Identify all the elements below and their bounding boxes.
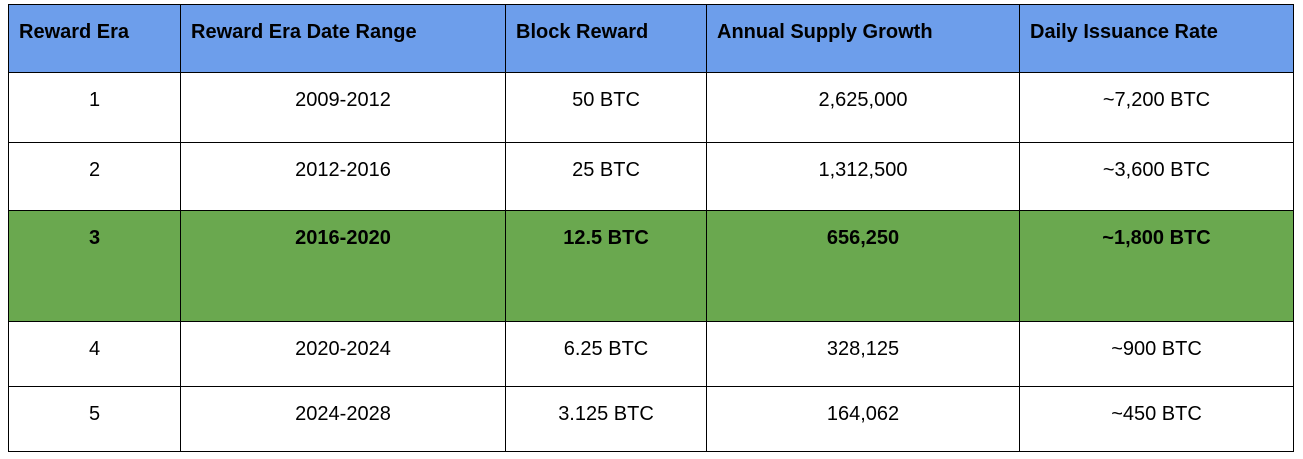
table-header: Reward Era Reward Era Date Range Block R…: [8, 4, 1294, 73]
cell-reward-era: 1: [8, 72, 181, 143]
table-row: 1 2009-2012 50 BTC 2,625,000 ~7,200 BTC: [8, 72, 1294, 143]
cell-annual-supply-growth: 656,250: [706, 210, 1020, 322]
cell-date-range: 2009-2012: [180, 72, 506, 143]
header-reward-era: Reward Era: [8, 4, 181, 73]
cell-block-reward: 12.5 BTC: [505, 210, 707, 322]
table-row-highlighted: 3 2016-2020 12.5 BTC 656,250 ~1,800 BTC: [8, 210, 1294, 322]
bitcoin-reward-era-table: Reward Era Reward Era Date Range Block R…: [8, 4, 1294, 452]
cell-block-reward: 6.25 BTC: [505, 321, 707, 387]
cell-date-range: 2016-2020: [180, 210, 506, 322]
header-date-range: Reward Era Date Range: [180, 4, 506, 73]
header-annual-supply-growth: Annual Supply Growth: [706, 4, 1020, 73]
cell-daily-issuance-rate: ~7,200 BTC: [1019, 72, 1294, 143]
cell-date-range: 2012-2016: [180, 142, 506, 211]
cell-daily-issuance-rate: ~900 BTC: [1019, 321, 1294, 387]
cell-reward-era: 3: [8, 210, 181, 322]
cell-annual-supply-growth: 164,062: [706, 386, 1020, 452]
table-row: 5 2024-2028 3.125 BTC 164,062 ~450 BTC: [8, 386, 1294, 452]
cell-date-range: 2024-2028: [180, 386, 506, 452]
cell-block-reward: 50 BTC: [505, 72, 707, 143]
cell-reward-era: 5: [8, 386, 181, 452]
cell-daily-issuance-rate: ~450 BTC: [1019, 386, 1294, 452]
cell-annual-supply-growth: 1,312,500: [706, 142, 1020, 211]
cell-reward-era: 2: [8, 142, 181, 211]
table-row: 4 2020-2024 6.25 BTC 328,125 ~900 BTC: [8, 321, 1294, 387]
cell-annual-supply-growth: 328,125: [706, 321, 1020, 387]
cell-daily-issuance-rate: ~3,600 BTC: [1019, 142, 1294, 211]
cell-date-range: 2020-2024: [180, 321, 506, 387]
header-block-reward: Block Reward: [505, 4, 707, 73]
cell-reward-era: 4: [8, 321, 181, 387]
cell-annual-supply-growth: 2,625,000: [706, 72, 1020, 143]
cell-block-reward: 3.125 BTC: [505, 386, 707, 452]
cell-daily-issuance-rate: ~1,800 BTC: [1019, 210, 1294, 322]
cell-block-reward: 25 BTC: [505, 142, 707, 211]
header-row: Reward Era Reward Era Date Range Block R…: [8, 4, 1294, 73]
table-row: 2 2012-2016 25 BTC 1,312,500 ~3,600 BTC: [8, 142, 1294, 211]
header-daily-issuance-rate: Daily Issuance Rate: [1019, 4, 1294, 73]
table-body: 1 2009-2012 50 BTC 2,625,000 ~7,200 BTC …: [8, 72, 1294, 452]
